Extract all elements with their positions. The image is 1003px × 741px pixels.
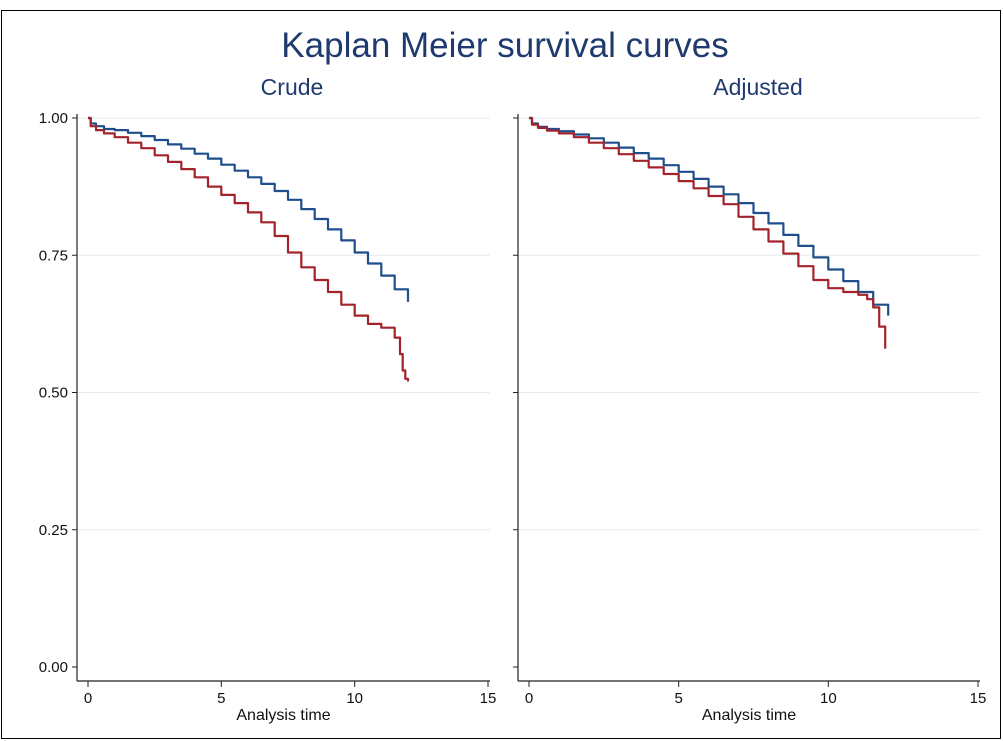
panel-adjusted: Adjusted 0 5 10 15 Analysis time: [513, 74, 986, 724]
series-line-blue: [529, 116, 890, 316]
y-tick-label: 0.00: [39, 659, 68, 676]
x-tick-label: 0: [84, 690, 92, 707]
y-tick-label: 0.50: [39, 385, 68, 402]
x-tick-label: 5: [217, 690, 225, 707]
x-axis-title: Analysis time: [236, 707, 330, 724]
series-line-red: [88, 116, 410, 382]
y-tick-label: 0.25: [39, 522, 68, 539]
y-tick-label: 1.00: [39, 110, 68, 127]
panel-subtitle: Adjusted: [713, 74, 803, 100]
series-line-blue: [88, 116, 410, 302]
x-tick-label: 0: [525, 690, 533, 707]
x-tick-label: 15: [480, 690, 497, 707]
panel-subtitle: Crude: [261, 74, 324, 100]
x-tick-label: 10: [346, 690, 363, 707]
figure-title: Kaplan Meier survival curves: [281, 26, 728, 65]
km-figure: Kaplan Meier survival curves Crude 0.00 0.…: [39, 26, 987, 724]
y-tick-label: 0.75: [39, 247, 68, 264]
x-tick-label: 15: [970, 690, 987, 707]
chart-frame: Kaplan Meier survival curves Crude 0.00 0.…: [1, 10, 1001, 739]
x-tick-label: 5: [674, 690, 682, 707]
x-axis-title: Analysis time: [702, 707, 796, 724]
x-tick-label: 10: [820, 690, 837, 707]
series-line-red: [529, 116, 887, 349]
panel-crude: Crude 0.00 0.25 0.50 0.75 1.00 0 5 10 15 Analysis …: [39, 74, 497, 724]
